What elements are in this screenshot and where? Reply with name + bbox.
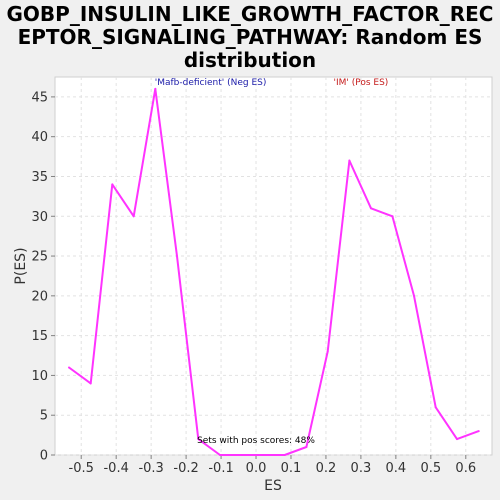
annotation-1: 'Mafb-deficient' (Neg ES) bbox=[155, 78, 267, 88]
x-tick-label: -0.3 bbox=[138, 461, 163, 476]
y-tick-label: 20 bbox=[31, 289, 48, 304]
x-tick-label: -0.2 bbox=[173, 461, 198, 476]
chart-title-line-2: EPTOR_SIGNALING_PATHWAY: Random ES bbox=[18, 25, 483, 49]
y-tick-label: 5 bbox=[40, 409, 48, 424]
data-point bbox=[391, 215, 394, 218]
data-point bbox=[456, 438, 459, 441]
data-point bbox=[370, 207, 373, 210]
y-axis-label: P(ES) bbox=[13, 247, 29, 284]
x-tick-label: 0.4 bbox=[386, 461, 407, 476]
x-tick-label: 0.0 bbox=[246, 461, 267, 476]
y-tick-label: 45 bbox=[31, 90, 48, 105]
data-point bbox=[111, 183, 114, 186]
data-point bbox=[89, 382, 92, 385]
data-point bbox=[283, 454, 286, 456]
data-point bbox=[176, 255, 179, 258]
chart-title-line-3: distribution bbox=[184, 48, 316, 72]
axes: -0.5 -0.4 -0.3 -0.2 -0.1 0.0 0.1 0.2 0.3 0.4 0.5 0.… bbox=[31, 90, 476, 476]
data-point bbox=[154, 87, 157, 90]
x-tick-label: -0.1 bbox=[208, 461, 233, 476]
annotations: 'Mafb-deficient' (Neg ES) 'IM' (Pos ES) Se… bbox=[155, 78, 389, 446]
data-point bbox=[477, 430, 480, 433]
x-tick-label: 0.5 bbox=[420, 461, 441, 476]
data-point bbox=[197, 438, 200, 441]
x-tick-label: 0.6 bbox=[455, 461, 476, 476]
data-point bbox=[132, 215, 135, 218]
x-tick-label: 0.2 bbox=[316, 461, 337, 476]
x-tick-label: -0.5 bbox=[69, 461, 94, 476]
data-point bbox=[434, 406, 437, 409]
plot-area bbox=[54, 76, 493, 456]
y-tick-label: 15 bbox=[31, 329, 48, 344]
x-tick-label: 0.3 bbox=[351, 461, 372, 476]
y-tick-label: 30 bbox=[31, 210, 48, 225]
grid bbox=[55, 77, 492, 456]
x-axis-label: ES bbox=[264, 478, 282, 494]
annotation-3: Sets with pos scores: 48% bbox=[197, 436, 315, 446]
data-point bbox=[262, 454, 265, 456]
series bbox=[67, 87, 480, 456]
data-point bbox=[67, 366, 70, 369]
data-point bbox=[305, 446, 308, 449]
chart-title-line-1: GOBP_INSULIN_LIKE_GROWTH_FACTOR_REC bbox=[7, 2, 494, 26]
y-tick-label: 10 bbox=[31, 369, 48, 384]
data-point bbox=[240, 454, 243, 456]
y-tick-label: 40 bbox=[31, 130, 48, 145]
series-line bbox=[68, 87, 480, 456]
y-tick-label: 35 bbox=[31, 170, 48, 185]
x-tick-label: -0.4 bbox=[103, 461, 128, 476]
annotation-2: 'IM' (Pos ES) bbox=[333, 78, 388, 88]
data-point bbox=[413, 294, 416, 297]
y-tick-label: 25 bbox=[31, 250, 48, 265]
x-tick-label: 0.1 bbox=[281, 461, 302, 476]
y-tick-label: 0 bbox=[40, 449, 48, 464]
data-point bbox=[326, 350, 329, 353]
data-point bbox=[348, 159, 351, 162]
data-point bbox=[219, 454, 222, 456]
